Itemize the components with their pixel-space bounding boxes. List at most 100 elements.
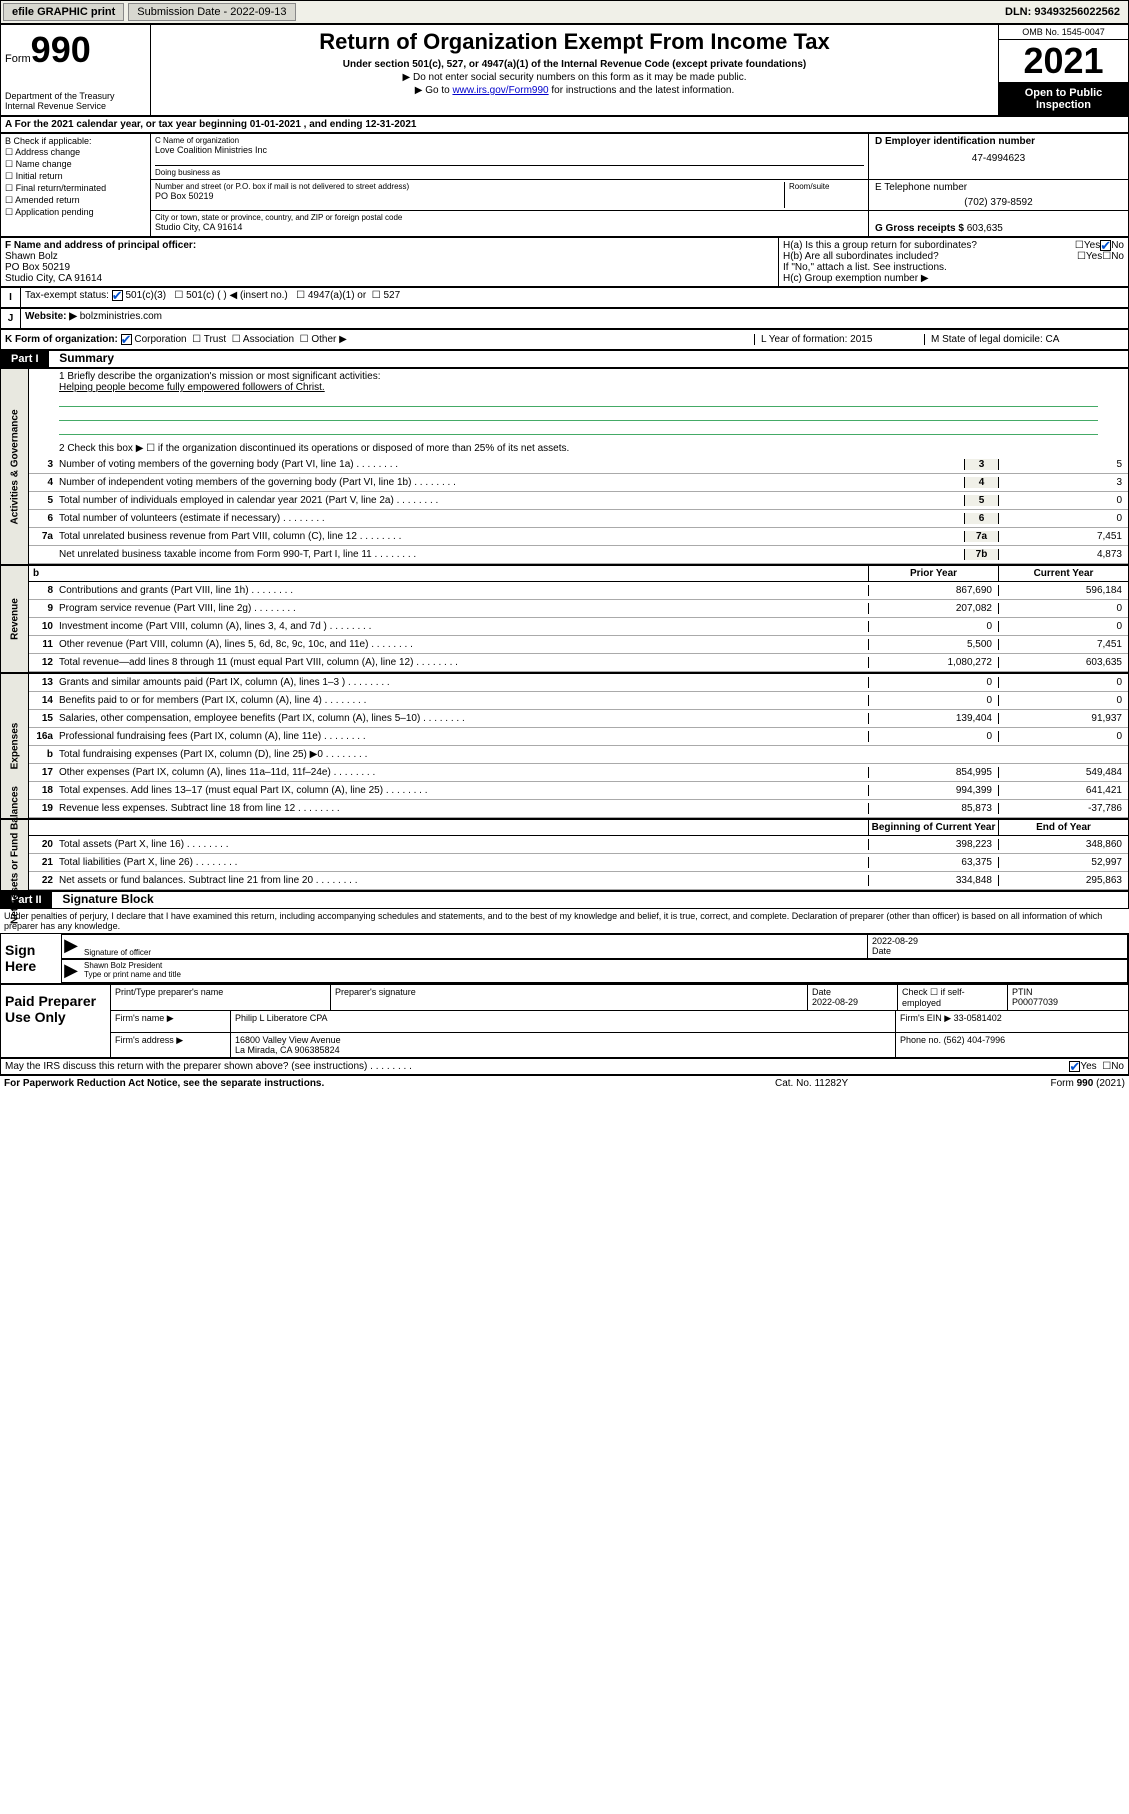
firm-name: Philip L Liberatore CPA — [231, 1011, 896, 1032]
prior-val: 398,223 — [868, 839, 998, 850]
side-revenue: Revenue — [1, 566, 29, 672]
prior-val: 0 — [868, 621, 998, 632]
row-num: 16a — [29, 731, 57, 742]
chk-name[interactable]: ☐ Name change — [5, 159, 146, 170]
form-note-1: ▶ Do not enter social security numbers o… — [155, 72, 994, 83]
section-b: B Check if applicable: ☐ Address change … — [1, 134, 151, 236]
phone-label: E Telephone number — [875, 182, 1122, 193]
row-val: 7,451 — [998, 531, 1128, 542]
efile-print-button[interactable]: efile GRAPHIC print — [3, 3, 124, 21]
hb-yes[interactable]: ☐Yes — [1077, 251, 1102, 262]
row-box: 6 — [964, 513, 998, 524]
org-name: Love Coalition Ministries Inc — [155, 145, 864, 155]
part-1-badge: Part I — [1, 351, 49, 367]
row-k-l-m: K Form of organization: Corporation ☐ Tr… — [0, 329, 1129, 350]
prior-val: 5,500 — [868, 639, 998, 650]
gross-value: 603,635 — [967, 223, 1003, 234]
opt-527: 527 — [384, 290, 401, 301]
chk-pending-label: Application pending — [15, 207, 94, 217]
row-desc: Total assets (Part X, line 16) — [57, 838, 868, 851]
irs-link[interactable]: www.irs.gov/Form990 — [452, 85, 548, 96]
city-label: City or town, state or province, country… — [155, 213, 864, 222]
row-num: 3 — [29, 459, 57, 470]
row-desc: Total fundraising expenses (Part IX, col… — [57, 748, 868, 761]
data-row: 10 Investment income (Part VIII, column … — [29, 618, 1128, 636]
discuss-yes-check[interactable] — [1069, 1061, 1080, 1072]
row-desc: Total expenses. Add lines 13–17 (must eq… — [57, 784, 868, 797]
firm-addr-label: Firm's address ▶ — [111, 1033, 231, 1057]
data-row: 18 Total expenses. Add lines 13–17 (must… — [29, 782, 1128, 800]
discuss-no: No — [1111, 1061, 1124, 1072]
section-b-label: B Check if applicable: — [5, 136, 146, 146]
row-num: 10 — [29, 621, 57, 632]
side-governance: Activities & Governance — [1, 369, 29, 564]
summary-governance: Activities & Governance 1 Briefly descri… — [0, 368, 1129, 565]
opt-other: Other ▶ — [311, 334, 346, 345]
ha-no-check[interactable] — [1100, 240, 1111, 251]
current-val: 596,184 — [998, 585, 1128, 596]
section-c-d: C Name of organization Love Coalition Mi… — [151, 134, 1128, 236]
row-a-text: A For the 2021 calendar year, or tax yea… — [5, 119, 416, 130]
current-val: 52,997 — [998, 857, 1128, 868]
chk-initial[interactable]: ☐ Initial return — [5, 171, 146, 182]
officer-label: F Name and address of principal officer: — [5, 240, 774, 251]
row-desc: Program service revenue (Part VIII, line… — [57, 602, 868, 615]
gov-row: 5 Total number of individuals employed i… — [29, 492, 1128, 510]
chk-initial-label: Initial return — [16, 171, 63, 181]
chk-pending[interactable]: ☐ Application pending — [5, 207, 146, 218]
row-desc: Professional fundraising fees (Part IX, … — [57, 730, 868, 743]
chk-corporation[interactable] — [121, 334, 132, 345]
row-desc: Total number of volunteers (estimate if … — [57, 512, 964, 525]
officer-name: Shawn Bolz — [5, 251, 774, 262]
phone-value: (702) 379-8592 — [875, 197, 1122, 208]
current-val: -37,786 — [998, 803, 1128, 814]
prior-val: 0 — [868, 731, 998, 742]
prior-val: 85,873 — [868, 803, 998, 814]
sig-name-cell: Shawn Bolz PresidentType or print name a… — [80, 960, 1127, 982]
gross-cell: G Gross receipts $ 603,635 — [868, 211, 1128, 236]
ein-value: 47-4994623 — [875, 153, 1122, 164]
data-row: 12 Total revenue—add lines 8 through 11 … — [29, 654, 1128, 672]
ha-yes[interactable]: ☐Yes — [1075, 240, 1100, 251]
row-j: J Website: ▶ bolzministries.com — [0, 308, 1129, 329]
officer-addr2: Studio City, CA 91614 — [5, 273, 774, 284]
form-title: Return of Organization Exempt From Incom… — [155, 29, 994, 55]
chk-final-label: Final return/terminated — [16, 183, 107, 193]
discuss-row: May the IRS discuss this return with the… — [0, 1058, 1129, 1075]
prior-val: 139,404 — [868, 713, 998, 724]
chk-address[interactable]: ☐ Address change — [5, 147, 146, 158]
mission-q: 1 Briefly describe the organization's mi… — [59, 371, 1098, 382]
gov-row: 4 Number of independent voting members o… — [29, 474, 1128, 492]
ein-cell: D Employer identification number 47-4994… — [868, 134, 1128, 179]
mission-q2: 2 Check this box ▶ ☐ if the organization… — [59, 443, 1098, 454]
current-year-head: Current Year — [998, 566, 1128, 581]
row-num: 8 — [29, 585, 57, 596]
chk-final[interactable]: ☐ Final return/terminated — [5, 183, 146, 194]
current-val: 0 — [998, 621, 1128, 632]
row-box: 5 — [964, 495, 998, 506]
city-cell: City or town, state or province, country… — [151, 211, 868, 236]
opt-trust: Trust — [204, 334, 226, 345]
form-ref: Form 990 (2021) — [975, 1078, 1125, 1089]
current-val: 549,484 — [998, 767, 1128, 778]
row-num: 18 — [29, 785, 57, 796]
chk-amended[interactable]: ☐ Amended return — [5, 195, 146, 206]
row-desc: Other expenses (Part IX, column (A), lin… — [57, 766, 868, 779]
row-box: 4 — [964, 477, 998, 488]
dept-label: Department of the Treasury — [5, 91, 146, 101]
ha-no-label: No — [1111, 240, 1124, 251]
chk-501c3[interactable] — [112, 290, 123, 301]
discuss-q: May the IRS discuss this return with the… — [5, 1061, 1069, 1072]
row-box: 3 — [964, 459, 998, 470]
mission-text: Helping people become fully empowered fo… — [59, 382, 1098, 393]
prep-date-cell: Date2022-08-29 — [808, 985, 898, 1010]
row-num: 21 — [29, 857, 57, 868]
room-label: Room/suite — [789, 182, 864, 191]
row-desc: Total unrelated business revenue from Pa… — [57, 530, 964, 543]
addr-label: Number and street (or P.O. box if mail i… — [155, 182, 784, 191]
prior-val: 207,082 — [868, 603, 998, 614]
row-num: b — [29, 749, 57, 760]
data-row: 14 Benefits paid to or for members (Part… — [29, 692, 1128, 710]
row-num: 9 — [29, 603, 57, 614]
opt-corp: Corporation — [134, 334, 186, 345]
